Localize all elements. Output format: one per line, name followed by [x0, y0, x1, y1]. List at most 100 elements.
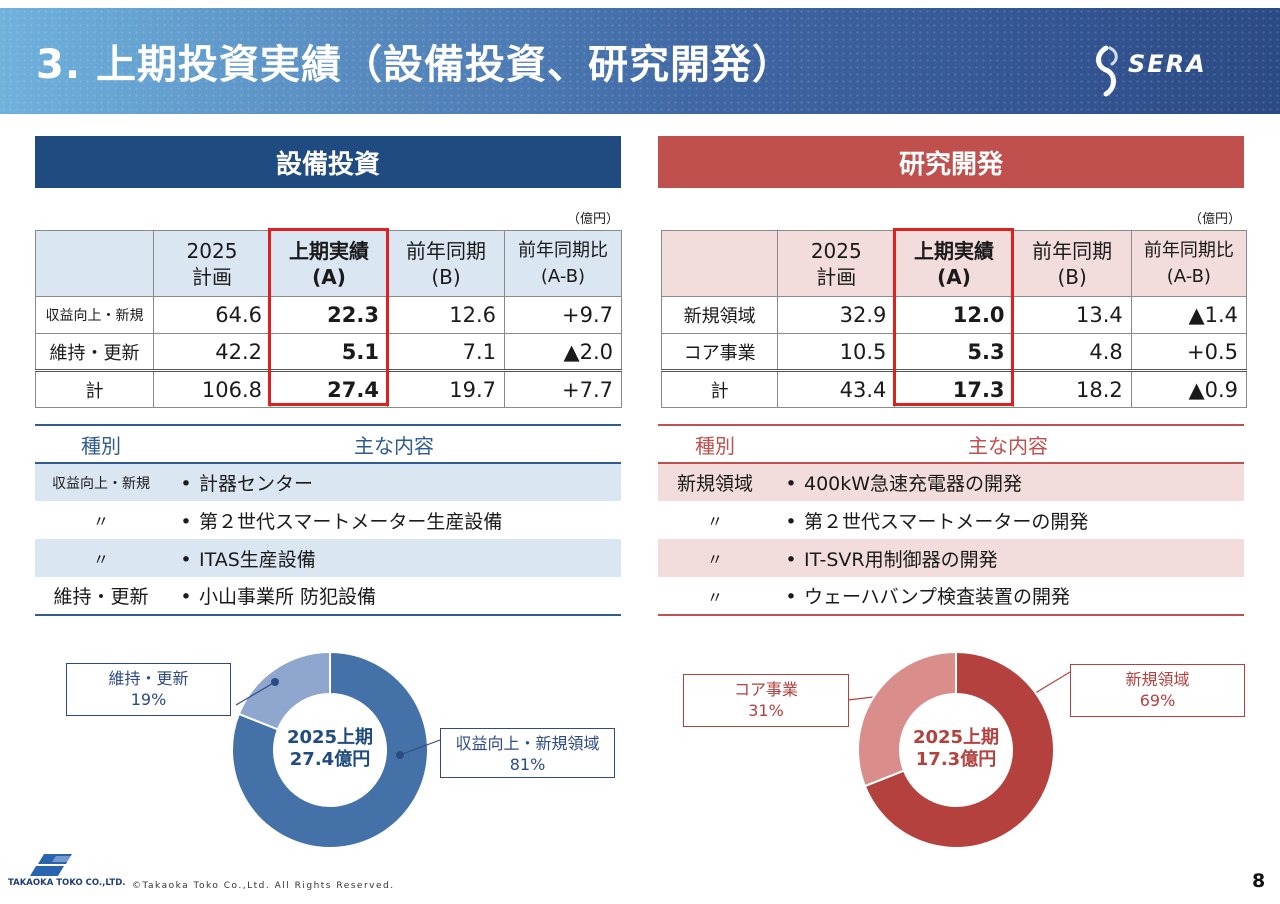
list-item: 〃 • ウェーハバンプ検査装置の開発 — [658, 577, 1244, 616]
category-cell: 新規領域 — [658, 463, 772, 501]
rnd-banner: 研究開発 — [658, 136, 1244, 188]
capex-callout-growth: 収益向上・新規領域 81% — [440, 728, 615, 778]
rnd-unit-label: （億円） — [1189, 212, 1242, 227]
sera-logo: SERA — [1088, 44, 1248, 98]
copyright-text: ©Takaoka Toko Co.,Ltd. All Rights Reserv… — [132, 881, 395, 891]
header-texture — [0, 8, 1280, 114]
row-label: 計 — [660, 369, 779, 408]
bullet-icon: • — [785, 548, 797, 571]
content-cell: • 400kW急速充電器の開発 — [772, 463, 1244, 501]
row-label: 維持・更新 — [35, 333, 154, 371]
list-item: 〃 • 第２世代スマートメーターの開発 — [658, 501, 1244, 539]
bullet-icon: • — [785, 586, 797, 608]
rnd-summary-table: 2025 計画 上期実績 (A) 前年同期 (B) 前年同期比 (A-B) 新規領域 3… — [660, 230, 1248, 408]
rnd-detail-table: 種別 主な内容 新規領域 • 400kW急速充電器の開発 〃 • 第２世代スマートメ… — [658, 424, 1244, 616]
bullet-icon: • — [785, 510, 797, 533]
category-header: 種別 — [35, 424, 167, 464]
capex-donut-slice-1 — [237, 650, 331, 731]
bullet-icon: • — [180, 510, 192, 533]
table-row: 維持・更新 42.2 5.1 7.1 ▲2.0 — [35, 333, 622, 371]
total-row: 計 43.4 17.3 18.2 ▲0.9 — [660, 369, 1248, 408]
rnd-header-actual: 上期実績 (A) — [894, 230, 1014, 297]
sera-logo-icon — [1096, 45, 1118, 97]
category-cell: 〃 — [92, 512, 109, 531]
category-cell: 維持・更新 — [35, 577, 167, 616]
plan-cell: 10.5 — [777, 333, 896, 371]
plan-cell: 43.4 — [777, 369, 896, 408]
prev-cell: 7.1 — [387, 333, 505, 371]
list-item: 〃 • 第２世代スマートメーター生産設備 — [35, 501, 621, 539]
diff-cell: +9.7 — [504, 296, 622, 334]
category-cell: 〃 — [35, 539, 167, 577]
capex-detail-header: 種別 主な内容 — [35, 424, 621, 464]
content-cell: • 小山事業所 防犯設備 — [167, 577, 621, 616]
list-item: 〃 • IT-SVR用制御器の開発 — [658, 539, 1244, 577]
diff-cell: ▲1.4 — [1130, 296, 1248, 334]
diff-cell: ▲2.0 — [504, 333, 622, 371]
rnd-donut-slice-0 — [863, 650, 1055, 849]
content-header: 主な内容 — [772, 424, 1244, 464]
category-cell: 収益向上・新規 — [35, 463, 167, 501]
capex-banner: 設備投資 — [35, 136, 621, 188]
actual-cell: 5.1 — [270, 333, 388, 371]
rnd-callout-core: コア事業 31% — [683, 674, 849, 727]
table-row: コア事業 10.5 5.3 4.8 +0.5 — [660, 333, 1248, 371]
row-label: 収益向上・新規 — [35, 296, 154, 334]
actual-cell: 22.3 — [270, 296, 388, 334]
prev-cell: 13.4 — [1012, 296, 1132, 334]
page-number: 8 — [1252, 870, 1266, 892]
capex-header-diff: 前年同期比 (A-B) — [504, 230, 622, 297]
row-label: 新規領域 — [660, 296, 779, 334]
table-row: 収益向上・新規 64.6 22.3 12.6 +9.7 — [35, 296, 622, 334]
rnd-donut-slice-1 — [857, 650, 957, 788]
actual-cell: 5.3 — [894, 333, 1014, 371]
capex-header-empty — [35, 230, 154, 297]
content-header: 主な内容 — [167, 424, 621, 464]
prev-cell: 4.8 — [1012, 333, 1132, 371]
capex-header-prev: 前年同期 (B) — [387, 230, 505, 297]
list-item: 収益向上・新規 • 計器センター — [35, 463, 621, 501]
actual-cell: 12.0 — [894, 296, 1014, 334]
bullet-icon: • — [180, 473, 192, 495]
content-cell: • 第２世代スマートメーター生産設備 — [167, 501, 621, 539]
capex-unit-label: （億円） — [567, 212, 620, 227]
page-title: 3. 上期投資実績（設備投資、研究開発） — [36, 42, 793, 88]
rnd-donut-center: 2025上期 17.3億円 — [912, 727, 1000, 770]
category-cell: 〃 — [658, 577, 772, 616]
total-row: 計 106.8 27.4 19.7 +7.7 — [35, 369, 622, 408]
diff-cell: ▲0.9 — [1130, 369, 1248, 408]
plan-cell: 42.2 — [153, 333, 271, 371]
capex-summary-table: 2025 計画 上期実績 (A) 前年同期 (B) 前年同期比 (A-B) 収益向上・新… — [35, 230, 622, 408]
content-cell: • ITAS生産設備 — [167, 539, 621, 577]
table-row: 新規領域 32.9 12.0 13.4 ▲1.4 — [660, 296, 1248, 334]
plan-cell: 106.8 — [153, 369, 271, 408]
rnd-detail-header: 種別 主な内容 — [658, 424, 1244, 464]
content-cell: • 計器センター — [167, 463, 621, 501]
capex-header-plan: 2025 計画 — [153, 230, 271, 297]
bullet-icon: • — [180, 586, 192, 608]
category-cell: 〃 — [658, 539, 772, 577]
content-cell: • IT-SVR用制御器の開発 — [772, 539, 1244, 577]
rnd-header-empty — [660, 230, 779, 297]
category-header: 種別 — [658, 424, 772, 464]
rnd-header-plan: 2025 計画 — [777, 230, 896, 297]
bullet-icon: • — [785, 473, 797, 495]
list-item: 〃 • ITAS生産設備 — [35, 539, 621, 577]
prev-cell: 12.6 — [387, 296, 505, 334]
content-cell: • 第２世代スマートメーターの開発 — [772, 501, 1244, 539]
row-label: 計 — [35, 369, 154, 408]
takaoka-logo-icon — [30, 854, 82, 876]
header-banner: 3. 上期投資実績（設備投資、研究開発） SERA — [0, 8, 1280, 114]
plan-cell: 64.6 — [153, 296, 271, 334]
rnd-header-prev: 前年同期 (B) — [1012, 230, 1132, 297]
prev-cell: 19.7 — [387, 369, 505, 408]
plan-cell: 32.9 — [777, 296, 896, 334]
prev-cell: 18.2 — [1012, 369, 1132, 408]
bullet-icon: • — [180, 548, 192, 571]
rnd-callout-new: 新規領域 69% — [1070, 664, 1245, 717]
capex-detail-table: 種別 主な内容 収益向上・新規 • 計器センター 〃 • 第２世代スマートメーター生… — [35, 424, 621, 616]
capex-header-actual: 上期実績 (A) — [270, 230, 388, 297]
category-cell: 〃 — [706, 512, 723, 531]
rnd-header-diff: 前年同期比 (A-B) — [1130, 230, 1248, 297]
content-cell: • ウェーハバンプ検査装置の開発 — [772, 577, 1244, 616]
